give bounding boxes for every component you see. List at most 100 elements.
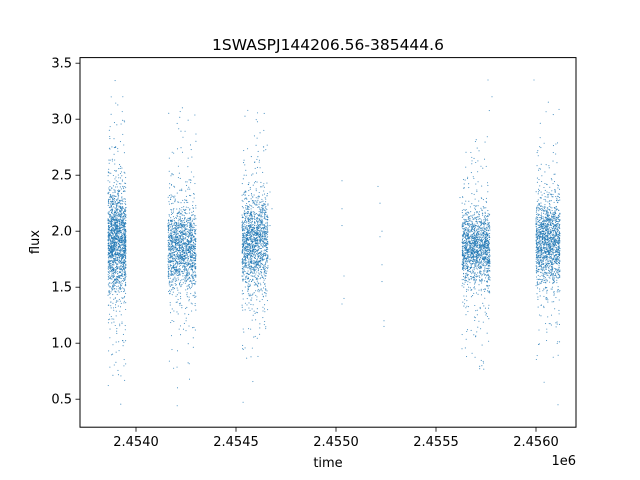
data-point <box>173 185 175 187</box>
data-point <box>107 232 109 234</box>
data-point <box>184 282 186 284</box>
data-point <box>115 203 117 205</box>
data-point <box>174 200 176 202</box>
data-point <box>116 244 118 246</box>
data-point <box>176 294 178 296</box>
data-point <box>123 120 125 122</box>
data-point <box>242 344 244 347</box>
data-point <box>250 156 252 158</box>
data-point <box>173 254 176 256</box>
data-point <box>186 292 188 294</box>
data-point <box>171 173 173 175</box>
data-point <box>125 240 127 242</box>
data-point <box>258 239 260 241</box>
data-point <box>258 272 260 274</box>
data-point <box>251 235 253 237</box>
data-point <box>110 196 112 198</box>
data-point <box>250 213 252 215</box>
data-point <box>263 183 265 185</box>
data-point <box>114 266 116 269</box>
data-point <box>117 266 119 268</box>
data-point <box>109 207 111 209</box>
data-point <box>189 254 191 256</box>
data-point <box>116 226 118 228</box>
data-point <box>172 246 174 248</box>
data-point <box>168 254 170 256</box>
data-point <box>111 256 113 259</box>
data-point <box>186 272 188 274</box>
data-point <box>117 271 119 273</box>
data-point <box>116 247 118 249</box>
data-point <box>258 291 260 293</box>
data-point <box>114 178 116 180</box>
data-point <box>477 160 479 162</box>
data-point <box>109 213 111 216</box>
data-point <box>252 184 254 186</box>
data-point <box>121 254 123 256</box>
data-point <box>170 213 172 215</box>
data-point <box>184 237 186 239</box>
data-point <box>253 246 255 248</box>
data-point <box>249 219 251 221</box>
data-point <box>255 260 257 262</box>
data-point <box>181 262 183 264</box>
data-point <box>263 269 266 271</box>
data-point <box>188 285 190 288</box>
data-point <box>248 232 250 234</box>
data-point <box>122 345 124 347</box>
data-point <box>243 250 245 252</box>
data-point <box>167 223 169 225</box>
data-point <box>265 205 267 207</box>
data-point <box>259 201 261 203</box>
data-point <box>113 288 115 290</box>
data-point <box>180 298 182 300</box>
data-point <box>255 204 257 206</box>
data-point <box>114 291 116 293</box>
data-point <box>180 239 182 241</box>
data-point <box>262 268 265 270</box>
data-point <box>184 267 186 269</box>
data-point <box>168 280 170 282</box>
data-point <box>261 268 263 271</box>
data-point <box>171 348 173 351</box>
data-point <box>112 194 114 196</box>
data-point <box>483 272 485 274</box>
data-point <box>170 232 172 234</box>
data-point <box>109 203 111 205</box>
data-point <box>170 183 173 186</box>
data-point <box>248 245 250 247</box>
data-point <box>107 199 109 201</box>
data-point <box>119 211 121 213</box>
data-point <box>191 156 193 158</box>
data-point <box>194 247 196 249</box>
data-point <box>122 217 124 219</box>
data-point <box>187 263 189 265</box>
data-point <box>461 216 463 218</box>
data-point <box>185 272 187 274</box>
data-point <box>124 379 126 381</box>
data-point <box>192 346 194 348</box>
data-point <box>466 305 468 307</box>
data-point <box>115 351 117 353</box>
data-point <box>252 275 254 277</box>
data-point <box>108 213 110 215</box>
data-point <box>263 193 266 195</box>
data-point <box>176 262 178 264</box>
data-point <box>186 201 188 203</box>
data-point <box>107 228 109 230</box>
data-point <box>475 280 477 282</box>
data-point <box>255 144 257 146</box>
data-point <box>248 231 250 233</box>
data-point <box>192 228 194 230</box>
data-point <box>193 257 195 259</box>
data-point <box>192 279 194 281</box>
data-point <box>170 175 172 177</box>
data-point <box>265 328 267 330</box>
data-point <box>120 314 122 316</box>
data-point <box>190 248 192 250</box>
data-point <box>258 269 260 271</box>
data-point <box>474 209 476 211</box>
data-point <box>109 328 111 330</box>
data-point <box>168 241 170 243</box>
data-point <box>261 293 263 295</box>
